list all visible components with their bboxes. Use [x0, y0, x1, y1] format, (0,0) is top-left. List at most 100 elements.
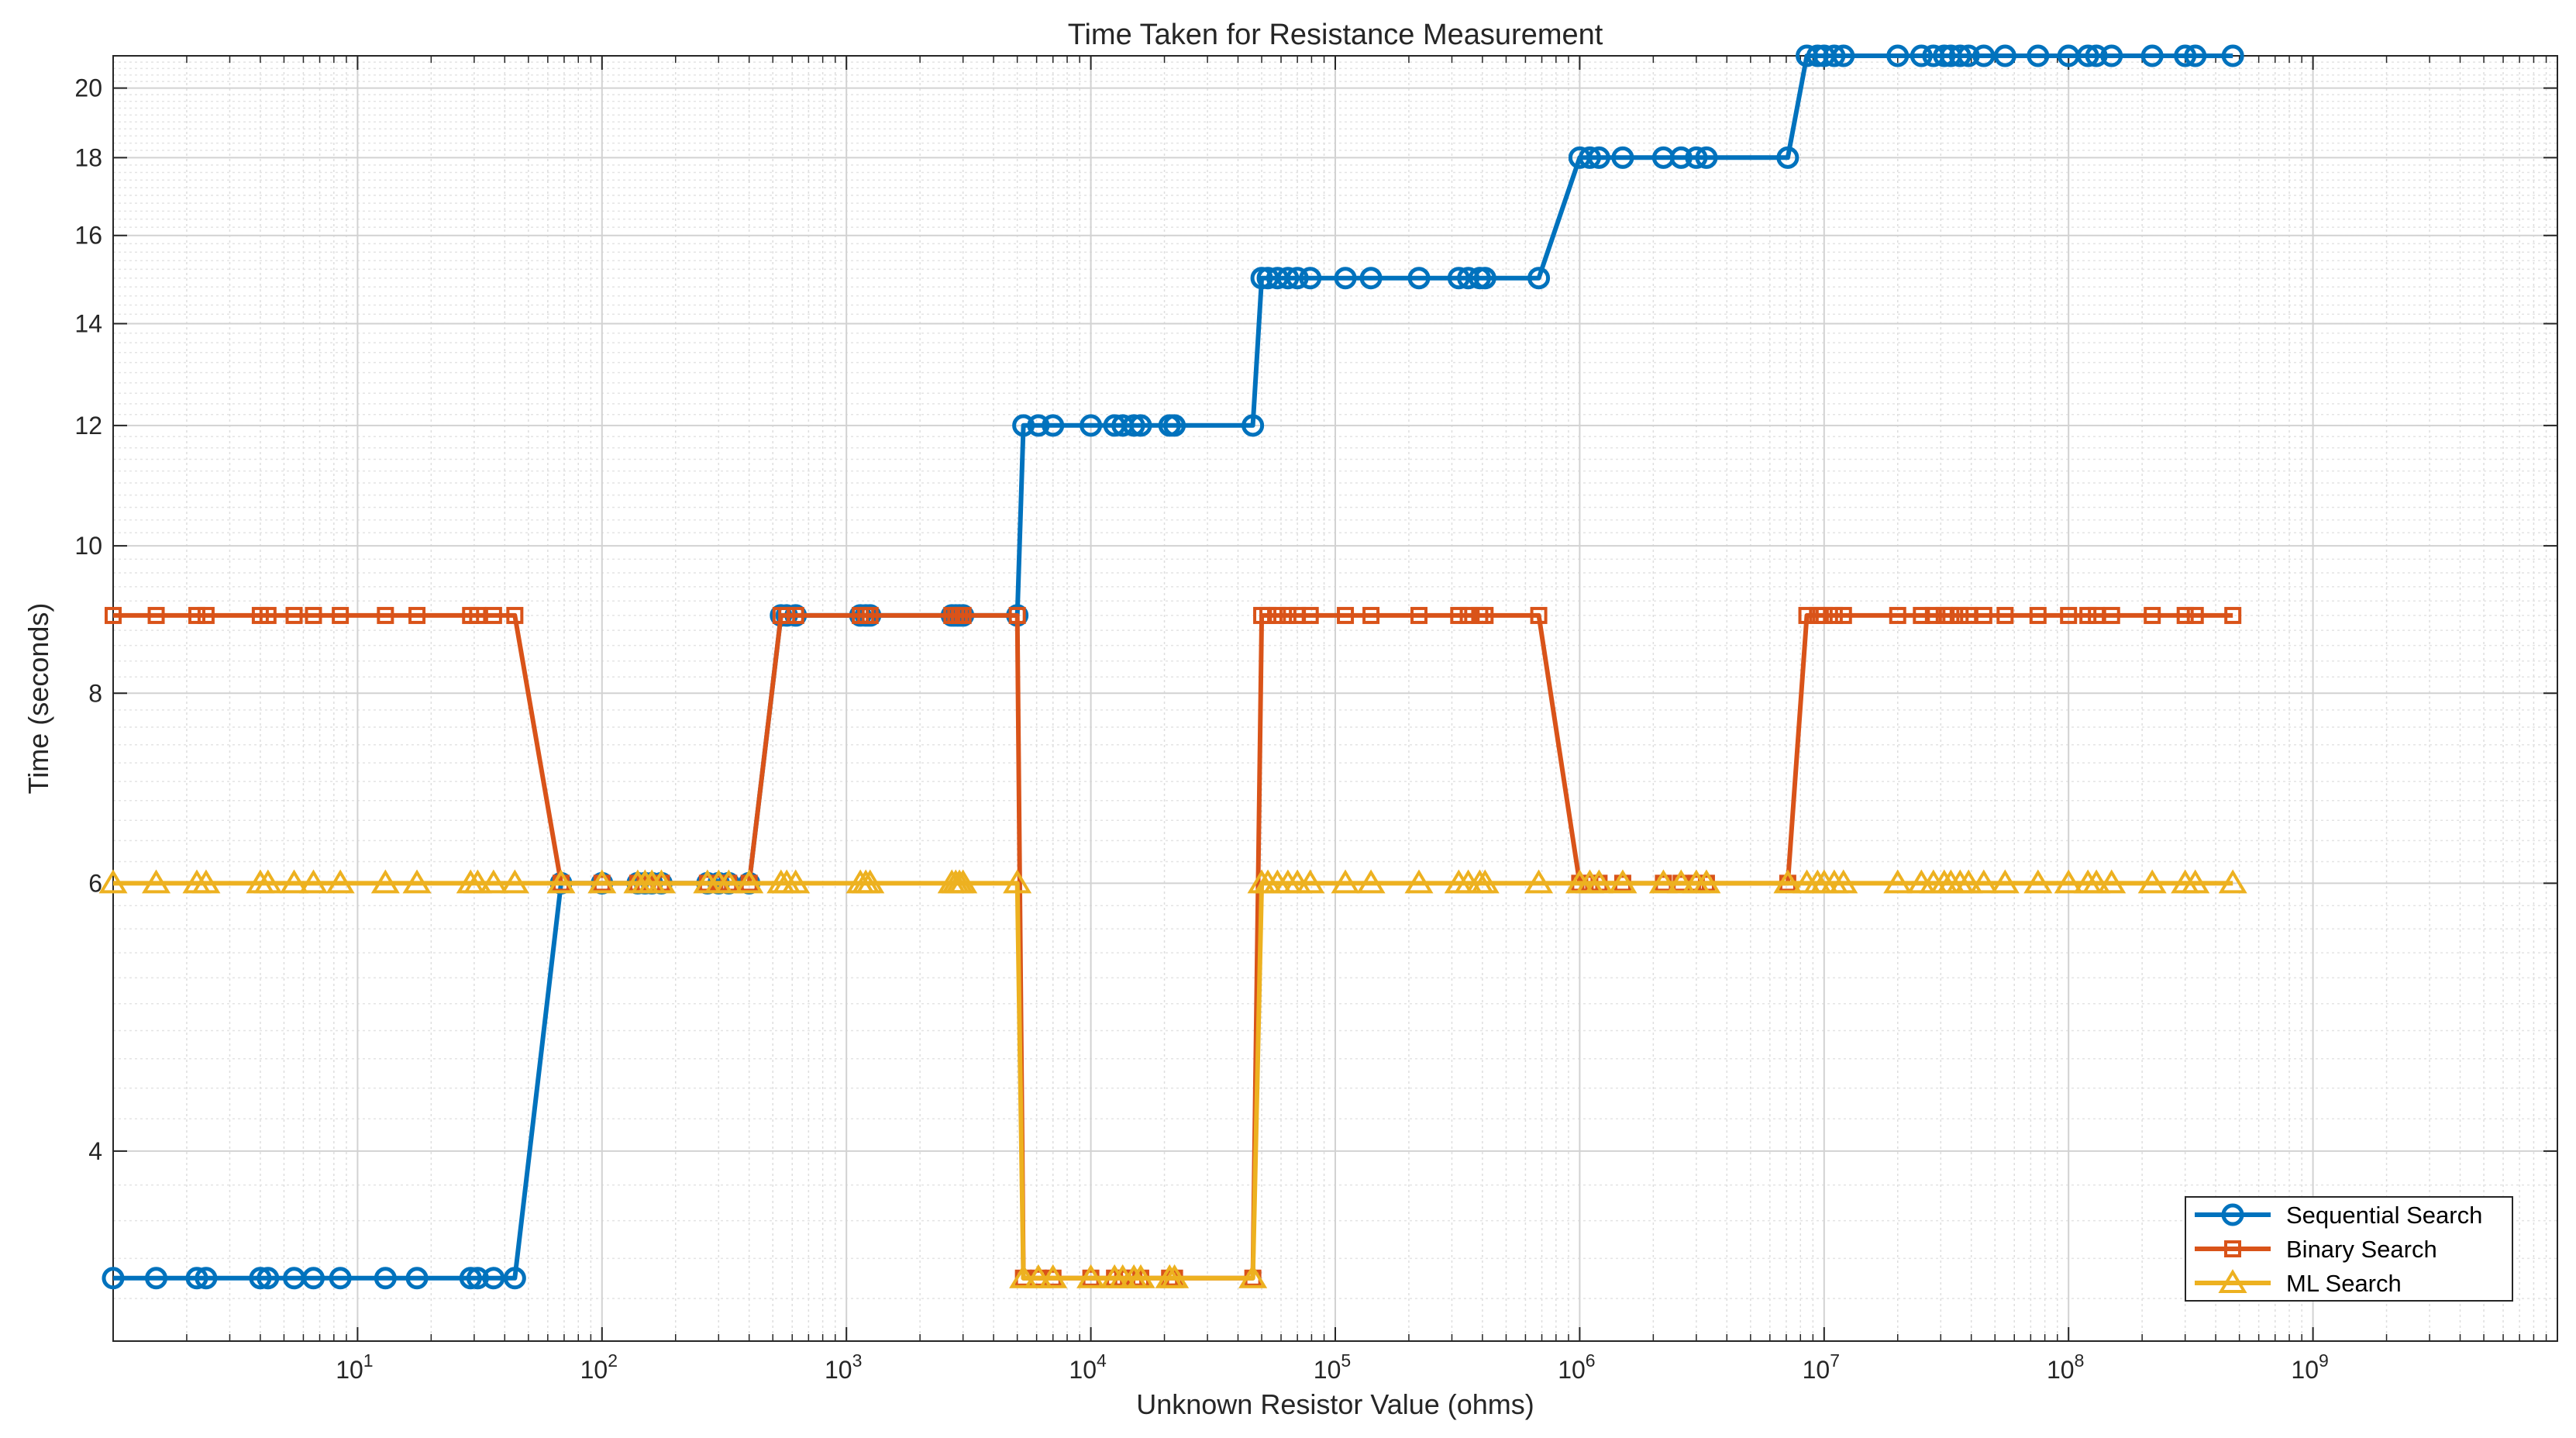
data-point [2184, 44, 2207, 67]
data-point [1669, 146, 1693, 169]
y-tick-label: 10 [74, 532, 102, 560]
data-point [1276, 267, 1300, 290]
data-point [2221, 44, 2244, 67]
data-point [2224, 606, 2242, 624]
legend-marker-triangle [2218, 1269, 2247, 1293]
data-point [1933, 44, 1956, 67]
data-point [1889, 606, 1906, 624]
data-point [1286, 267, 1309, 290]
data-point [781, 869, 811, 894]
data-point [325, 869, 355, 894]
data-point [145, 1267, 168, 1290]
data-point [1611, 146, 1634, 169]
data-point [2076, 44, 2099, 67]
data-point [949, 869, 978, 894]
data-point [1027, 414, 1050, 437]
data-point [1913, 606, 1930, 624]
data-point [1299, 267, 1322, 290]
data-point [1910, 44, 1933, 67]
data-point [1337, 606, 1355, 624]
data-point [2144, 606, 2161, 624]
data-point [1834, 606, 1852, 624]
data-point [1279, 606, 1297, 624]
data-point [2140, 44, 2164, 67]
data-point [305, 606, 322, 624]
data-point [2100, 44, 2123, 67]
data-point [778, 606, 796, 624]
data-point [1823, 44, 1846, 67]
data-point [856, 869, 885, 894]
data-point [1356, 869, 1386, 894]
x-axis-label: Unknown Resistor Value (ohms) [1136, 1388, 1534, 1420]
y-tick-label: 6 [88, 869, 102, 897]
data-point [1692, 869, 1721, 894]
data-point [587, 869, 617, 894]
data-point [191, 869, 221, 894]
data-point [1450, 606, 1468, 624]
data-point [2027, 44, 2050, 67]
data-point [374, 1267, 397, 1290]
data-point [1832, 44, 1855, 67]
y-tick-label: 16 [74, 222, 102, 250]
data-point [2176, 606, 2194, 624]
data-point [2218, 869, 2247, 894]
data-point [259, 606, 277, 624]
data-point [2082, 869, 2111, 894]
data-point [279, 869, 309, 894]
data-point [1666, 869, 1696, 894]
y-tick-label: 18 [74, 143, 102, 171]
data-point [1459, 606, 1477, 624]
data-point [2029, 606, 2047, 624]
data-point [463, 869, 492, 894]
data-point [1259, 606, 1277, 624]
data-point [1362, 606, 1380, 624]
data-point [147, 606, 165, 624]
data-point [1993, 44, 2016, 67]
data-point [1685, 146, 1708, 169]
data-point [2097, 869, 2127, 894]
data-point [1608, 869, 1638, 894]
data-point [2060, 606, 2078, 624]
data-point [185, 1267, 208, 1290]
legend: Sequential Search Binary Search ML Searc… [2185, 1196, 2513, 1302]
data-point [1883, 869, 1913, 894]
y-tick-label: 8 [88, 679, 102, 707]
data-point [249, 1267, 272, 1290]
data-point [1238, 1264, 1268, 1288]
data-point [1975, 606, 1992, 624]
data-point [2181, 869, 2210, 894]
data-point [1954, 869, 1983, 894]
data-point [1269, 606, 1286, 624]
data-point [408, 606, 426, 624]
data-point [1829, 869, 1858, 894]
data-point [1042, 414, 1065, 437]
data-point [1076, 1264, 1106, 1288]
data-point [459, 1267, 482, 1290]
data-point [2186, 606, 2204, 624]
data-point [1972, 44, 1996, 67]
data-point [1773, 869, 1803, 894]
data-point [1996, 606, 2014, 624]
data-point [402, 869, 432, 894]
data-point [98, 869, 128, 894]
data-point [506, 606, 524, 624]
data-point [714, 869, 743, 894]
data-point [298, 869, 329, 894]
data-point [1990, 869, 2020, 894]
x-tick-label: 106 [1558, 1350, 1595, 1384]
data-point [546, 869, 576, 894]
data-point [370, 869, 400, 894]
data-point [861, 606, 879, 624]
data-point [329, 1267, 352, 1290]
data-point [1012, 414, 1035, 437]
x-tick-label: 102 [580, 1350, 618, 1384]
data-point [1301, 606, 1319, 624]
data-point [1404, 869, 1434, 894]
legend-marker-circle [2221, 1203, 2244, 1226]
data-point [1038, 1264, 1068, 1288]
legend-label-sequential: Sequential Search [2286, 1202, 2482, 1229]
data-point [1942, 606, 1960, 624]
data-point [1776, 146, 1799, 169]
